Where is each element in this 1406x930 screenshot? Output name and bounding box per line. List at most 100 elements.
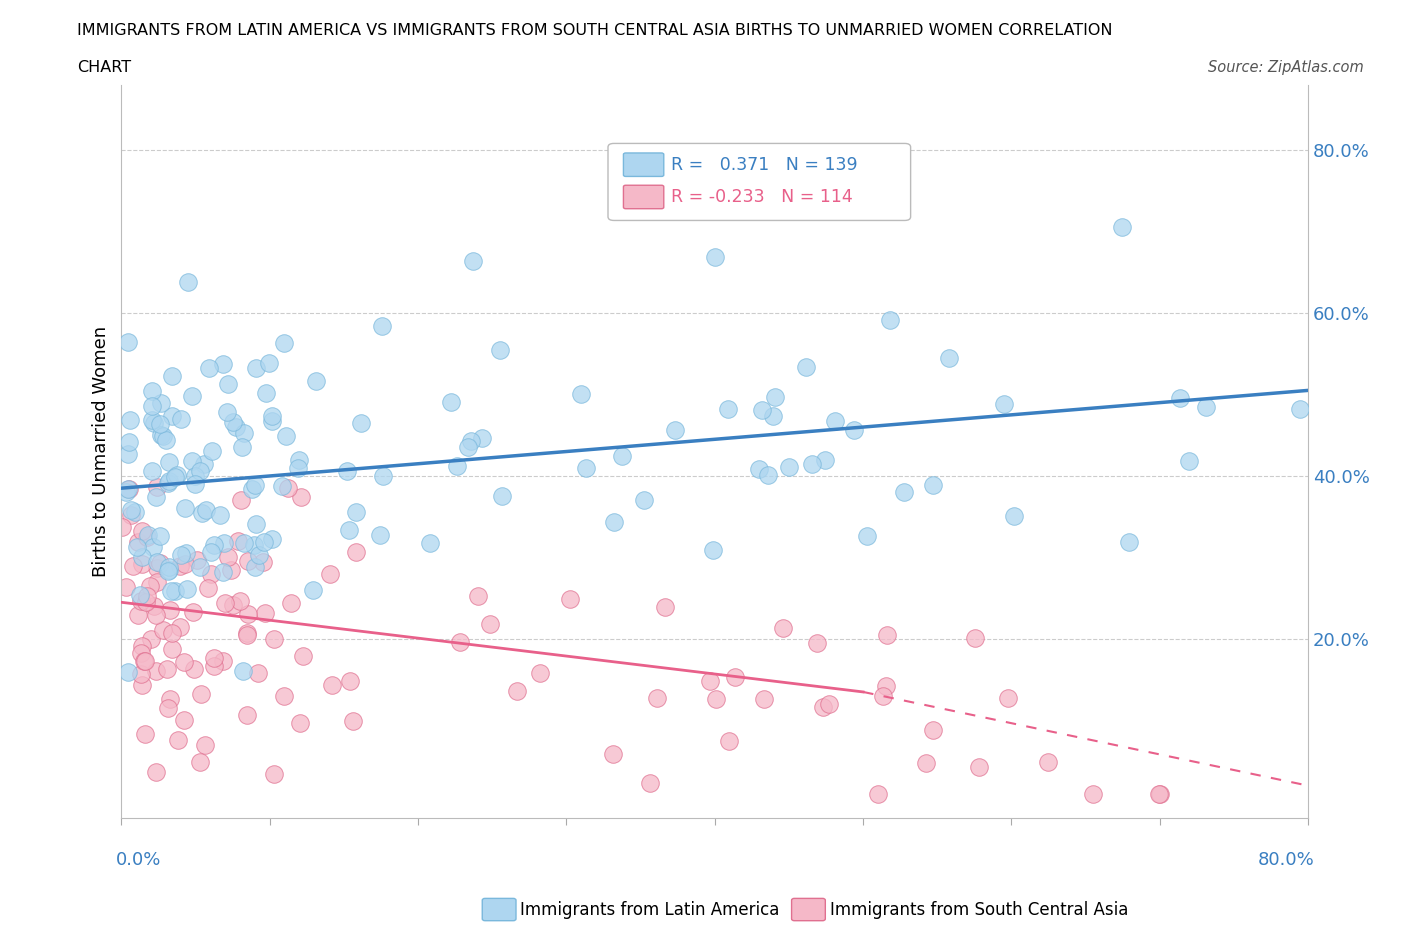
Point <box>277 480 299 495</box>
Point <box>866 787 889 802</box>
Point <box>633 492 655 507</box>
Point <box>169 559 191 574</box>
Point <box>699 673 721 688</box>
Point <box>245 516 267 531</box>
FancyBboxPatch shape <box>623 153 664 177</box>
Point <box>232 536 254 551</box>
Point <box>794 359 817 374</box>
Point <box>254 385 277 400</box>
Point <box>235 625 257 640</box>
Point <box>818 697 841 711</box>
Point <box>967 760 990 775</box>
Point <box>263 631 285 646</box>
Point <box>173 655 195 670</box>
Point <box>225 419 247 434</box>
Point <box>136 589 159 604</box>
Point <box>875 679 897 694</box>
Point <box>257 355 280 370</box>
Point <box>146 554 169 569</box>
Point <box>166 733 188 748</box>
Text: 80.0%: 80.0% <box>1257 851 1315 870</box>
Point <box>1177 454 1199 469</box>
Point <box>724 670 747 684</box>
Point <box>129 588 152 603</box>
Point <box>893 485 915 499</box>
Text: CHART: CHART <box>77 60 131 75</box>
Text: Immigrants from Latin America: Immigrants from Latin America <box>520 900 779 919</box>
Point <box>763 390 786 405</box>
Point <box>273 688 295 703</box>
Point <box>342 713 364 728</box>
Point <box>160 369 183 384</box>
Point <box>143 598 166 613</box>
Point <box>117 665 139 680</box>
Point <box>319 566 342 581</box>
Point <box>209 508 232 523</box>
Point <box>305 374 328 389</box>
Point <box>170 548 193 563</box>
Point <box>131 557 153 572</box>
Point <box>236 553 259 568</box>
Point <box>368 528 391 543</box>
Point <box>460 433 482 448</box>
Point <box>120 502 142 517</box>
Point <box>997 691 1019 706</box>
Point <box>136 529 159 544</box>
Point <box>280 595 302 610</box>
Point <box>173 712 195 727</box>
Point <box>921 478 943 493</box>
Point <box>446 459 468 474</box>
Point <box>214 596 236 611</box>
Point <box>221 563 243 578</box>
Point <box>772 620 794 635</box>
Point <box>181 604 204 619</box>
Point <box>160 625 183 640</box>
Point <box>188 559 211 574</box>
Point <box>176 581 198 596</box>
Point <box>190 687 212 702</box>
Point <box>762 409 785 424</box>
Point <box>166 468 188 483</box>
Point <box>610 448 633 463</box>
Point <box>200 544 222 559</box>
Point <box>232 663 254 678</box>
Point <box>127 535 149 550</box>
Point <box>117 482 139 497</box>
Point <box>142 539 165 554</box>
Point <box>339 673 361 688</box>
Point <box>938 351 960 365</box>
Point <box>229 492 252 507</box>
Point <box>602 747 624 762</box>
Point <box>190 505 212 520</box>
Point <box>131 524 153 538</box>
Point <box>471 431 494 445</box>
Point <box>134 654 156 669</box>
Text: Source: ZipAtlas.com: Source: ZipAtlas.com <box>1208 60 1364 75</box>
Point <box>1118 535 1140 550</box>
Point <box>117 335 139 350</box>
Point <box>217 550 239 565</box>
Text: R = -0.233   N = 114: R = -0.233 N = 114 <box>671 188 852 206</box>
Point <box>160 409 183 424</box>
Point <box>243 559 266 574</box>
Point <box>149 556 172 571</box>
Point <box>506 684 529 698</box>
Point <box>467 589 489 604</box>
Point <box>226 534 249 549</box>
Text: 0.0%: 0.0% <box>115 851 160 870</box>
Point <box>174 500 197 515</box>
Point <box>149 528 172 543</box>
Point <box>236 628 259 643</box>
Point <box>217 377 239 392</box>
Point <box>778 459 800 474</box>
FancyBboxPatch shape <box>607 143 911 220</box>
Point <box>212 565 235 579</box>
Point <box>371 319 394 334</box>
Point <box>238 606 260 621</box>
Point <box>118 482 141 497</box>
Point <box>243 478 266 493</box>
Point <box>146 575 169 590</box>
Point <box>231 440 253 455</box>
Point <box>134 654 156 669</box>
Point <box>1147 787 1170 802</box>
